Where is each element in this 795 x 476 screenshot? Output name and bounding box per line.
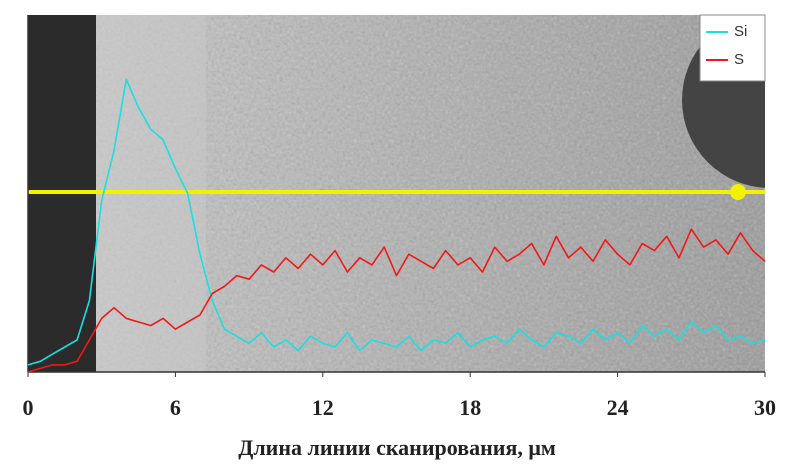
x-tick-label: 12 — [312, 395, 334, 420]
x-tick-label: 6 — [170, 395, 181, 420]
sem-image — [28, 15, 765, 372]
x-tick-label: 0 — [23, 395, 34, 420]
x-axis-label: Длина линии сканирования, μм — [238, 435, 556, 460]
legend-box — [699, 14, 766, 82]
legend-label: Si — [734, 23, 747, 40]
x-tick-label: 18 — [459, 395, 481, 420]
series-line — [27, 228, 766, 373]
x-tick-label: 24 — [607, 395, 629, 420]
legend-label: S — [734, 51, 744, 68]
x-tick-label: 30 — [754, 395, 776, 420]
series-line — [27, 78, 766, 366]
